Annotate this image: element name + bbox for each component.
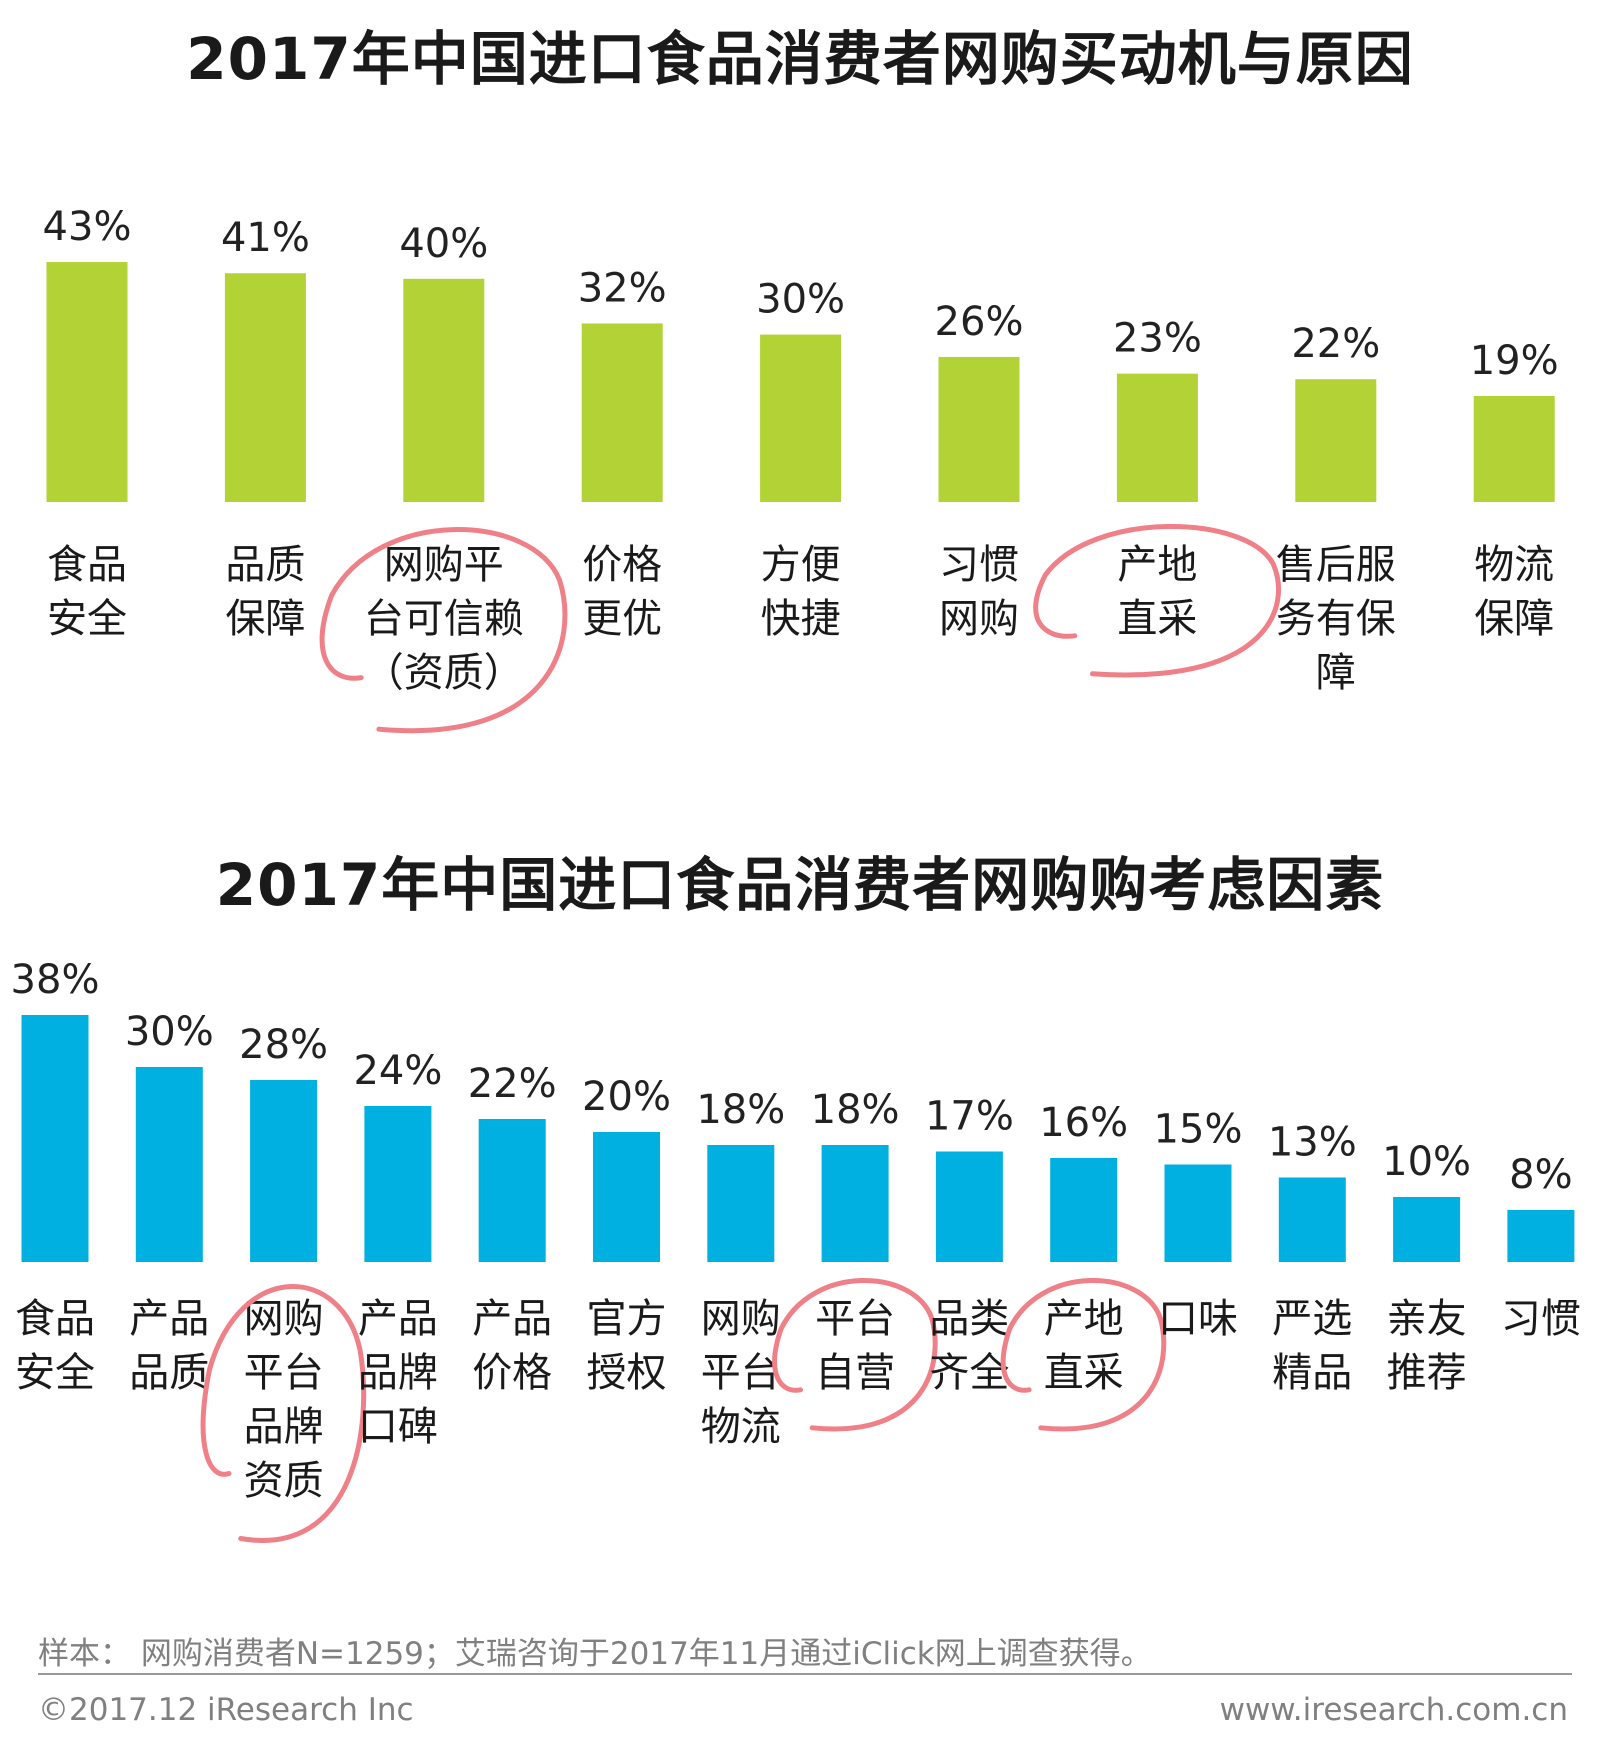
chart1-bar-8 bbox=[1295, 379, 1377, 502]
chart2-value-label-3: 28% bbox=[239, 1022, 328, 1068]
sample-note: 样本： 网购消费者N=1259；艾瑞咨询于2017年11月通过iClick网上调… bbox=[38, 1636, 1152, 1672]
chart2-value-label-5: 22% bbox=[468, 1061, 557, 1107]
chart2-category-label-1: 食品安全 bbox=[15, 1296, 95, 1396]
chart1-category-label-6: 习惯网购 bbox=[939, 542, 1019, 642]
chart2-category-label-3: 网购平台品牌资质 bbox=[244, 1296, 324, 1504]
chart2-value-label-14: 8% bbox=[1509, 1152, 1572, 1198]
chart1-title: 2017年中国进口食品消费者网购买动机与原因 bbox=[186, 25, 1414, 93]
chart1-bar-5 bbox=[760, 334, 842, 502]
chart1-bar-4 bbox=[581, 323, 663, 502]
chart1-value-label-7: 23% bbox=[1113, 316, 1202, 362]
chart2-bar-1 bbox=[21, 1015, 89, 1262]
chart2-value-label-1: 38% bbox=[11, 957, 100, 1003]
chart2-category-label-7: 网购平台物流 bbox=[701, 1296, 781, 1450]
chart2-value-label-12: 13% bbox=[1268, 1120, 1357, 1166]
chart2-value-label-6: 20% bbox=[582, 1074, 671, 1120]
chart1-category-label-7: 产地直采 bbox=[1117, 542, 1197, 642]
chart2-category-label-5: 产品价格 bbox=[472, 1296, 552, 1396]
chart1-value-label-5: 30% bbox=[756, 277, 845, 323]
chart2-category-label-13: 亲友推荐 bbox=[1387, 1296, 1467, 1396]
footer-divider bbox=[38, 1673, 1572, 1675]
chart2-bar-7 bbox=[707, 1145, 775, 1262]
chart2-bar-14 bbox=[1507, 1210, 1575, 1262]
chart1-category-label-3: 网购平台可信赖（资质） bbox=[364, 542, 524, 696]
chart1-bar-6 bbox=[938, 356, 1020, 502]
chart1-category-label-4: 价格更优 bbox=[582, 542, 662, 642]
chart2-plot: 38% 食品安全 30% 产品品质 28% 网购平台品牌资质 24% 产品品牌口碑 22% 产品价… bbox=[11, 957, 1581, 1543]
chart1-value-label-4: 32% bbox=[578, 265, 667, 311]
chart2-value-label-11: 15% bbox=[1154, 1107, 1243, 1153]
chart2-bar-8 bbox=[821, 1145, 889, 1262]
chart1-category-label-9: 物流保障 bbox=[1474, 542, 1554, 642]
chart2-value-label-9: 17% bbox=[925, 1094, 1014, 1140]
chart2-bar-9 bbox=[935, 1151, 1003, 1262]
chart1-bar-3 bbox=[403, 278, 485, 502]
chart1-value-label-6: 26% bbox=[935, 299, 1024, 345]
chart2-category-label-12: 严选精品 bbox=[1272, 1296, 1352, 1396]
chart2-category-label-6: 官方授权 bbox=[587, 1296, 667, 1396]
chart1-value-label-2: 41% bbox=[221, 215, 310, 261]
chart2-category-label-11: 口味 bbox=[1158, 1296, 1238, 1342]
chart1-category-label-2: 品质保障 bbox=[225, 542, 305, 642]
chart1-bar-1 bbox=[46, 262, 128, 502]
chart2-category-label-8: 平台自营 bbox=[815, 1296, 895, 1396]
chart1-bar-2 bbox=[224, 273, 306, 502]
chart2-bar-11 bbox=[1164, 1164, 1232, 1262]
chart2-bar-3 bbox=[250, 1080, 318, 1262]
copyright-text: ©2017.12 iResearch Inc bbox=[38, 1692, 414, 1728]
chart2-bar-10 bbox=[1050, 1158, 1118, 1262]
chart2-category-label-2: 产品品质 bbox=[129, 1296, 209, 1396]
chart2-category-label-14: 习惯 bbox=[1501, 1296, 1581, 1342]
chart1-category-label-1: 食品安全 bbox=[47, 542, 127, 642]
chart2-category-label-10: 产地直采 bbox=[1044, 1296, 1124, 1396]
chart2-value-label-4: 24% bbox=[353, 1048, 442, 1094]
chart2-value-label-2: 30% bbox=[125, 1009, 214, 1055]
chart2-highlight-circle-3 bbox=[200, 1284, 367, 1543]
chart1-value-label-9: 19% bbox=[1470, 338, 1559, 384]
chart2-bar-5 bbox=[478, 1119, 546, 1262]
chart1-value-label-1: 43% bbox=[43, 204, 132, 250]
chart1-highlight-circle-3 bbox=[319, 527, 568, 734]
chart1-category-label-5: 方便快捷 bbox=[761, 542, 841, 642]
chart2-bar-6 bbox=[593, 1132, 660, 1262]
chart1-category-label-8: 售后服务有保障 bbox=[1276, 542, 1396, 696]
chart2-bar-12 bbox=[1278, 1177, 1346, 1262]
chart1-value-label-8: 22% bbox=[1291, 321, 1380, 367]
website-link[interactable]: www.iresearch.com.cn bbox=[1219, 1692, 1568, 1728]
chart2-value-label-8: 18% bbox=[811, 1087, 900, 1133]
chart2-bar-2 bbox=[135, 1067, 203, 1262]
chart2-category-label-4: 产品品牌口碑 bbox=[358, 1296, 438, 1450]
chart2-highlight-circle-10 bbox=[1000, 1278, 1167, 1432]
chart1-bar-7 bbox=[1116, 373, 1198, 502]
chart2-value-label-13: 10% bbox=[1382, 1139, 1471, 1185]
chart2-category-label-9: 品类齐全 bbox=[929, 1296, 1009, 1396]
chart2-bar-4 bbox=[364, 1106, 432, 1262]
chart2-bar-13 bbox=[1393, 1197, 1461, 1262]
chart1-plot: 43% 食品安全 41% 品质保障 40% 网购平台可信赖（资质） 32% 价格更优 30% 方便… bbox=[43, 204, 1559, 734]
chart1-value-label-3: 40% bbox=[399, 221, 488, 267]
chart2-highlight-circle-8 bbox=[772, 1278, 938, 1432]
chart1-bar-9 bbox=[1473, 395, 1555, 502]
chart2-value-label-10: 16% bbox=[1039, 1100, 1128, 1146]
chart2-value-label-7: 18% bbox=[696, 1087, 785, 1133]
chart1-highlight-circle-7 bbox=[1033, 524, 1282, 678]
chart2-title: 2017年中国进口食品消费者网购购考虑因素 bbox=[215, 851, 1385, 919]
